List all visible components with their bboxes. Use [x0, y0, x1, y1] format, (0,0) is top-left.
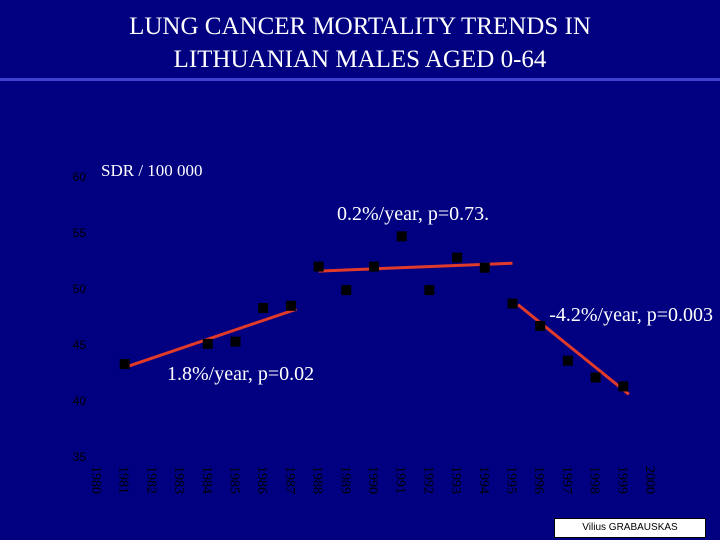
x-tick-label: 1990: [365, 466, 380, 494]
data-point: [562, 355, 573, 366]
x-tick-label: 1987: [282, 466, 297, 494]
x-tick-label: 1998: [587, 466, 602, 494]
x-tick-label: 1980: [88, 466, 103, 494]
y-tick-label: 40: [73, 394, 87, 408]
x-tick-label: 1993: [448, 466, 463, 494]
data-point: [313, 261, 324, 272]
y-axis-label: SDR / 100 000: [101, 161, 203, 180]
y-tick-label: 35: [73, 450, 87, 464]
x-tick-label: 1986: [254, 466, 269, 494]
x-tick-label: 1985: [227, 466, 242, 494]
data-point: [230, 336, 241, 347]
data-point: [479, 262, 490, 273]
data-point: [258, 303, 269, 314]
data-point: [119, 359, 130, 370]
x-tick-label: 1983: [171, 466, 186, 494]
data-point: [202, 338, 213, 349]
data-point: [590, 372, 601, 383]
y-tick-label: 50: [73, 282, 87, 296]
data-point: [341, 285, 352, 296]
data-point: [396, 231, 407, 242]
data-point: [452, 252, 463, 263]
x-tick-label: 1994: [476, 466, 491, 494]
x-tick-label: 1989: [337, 466, 352, 494]
x-tick-label: 1982: [143, 466, 158, 494]
x-tick-label: 1981: [116, 466, 131, 494]
x-tick-label: 1988: [310, 466, 325, 494]
x-tick-label: 1995: [504, 466, 519, 494]
data-point: [535, 320, 546, 331]
author-credit: Vilius GRABAUSKAS: [554, 518, 706, 538]
trend-annotation: -4.2%/year, p=0.003: [549, 304, 713, 326]
data-point: [618, 381, 629, 392]
x-tick-label: 1991: [393, 466, 408, 494]
y-tick-label: 55: [73, 226, 87, 240]
trend-line: [517, 303, 630, 396]
data-point: [369, 261, 379, 272]
x-tick-label: 1996: [531, 466, 546, 494]
x-tick-label: 2000: [642, 466, 657, 494]
x-tick-label: 1984: [199, 466, 214, 494]
x-tick-label: 1997: [559, 466, 574, 494]
y-tick-label: 45: [73, 338, 87, 352]
x-tick-label: 1992: [420, 466, 435, 494]
data-point: [285, 300, 296, 311]
title-divider: [0, 78, 720, 81]
trend-annotation: 0.2%/year, p=0.73.: [337, 203, 489, 225]
chart-title: LUNG CANCER MORTALITY TRENDS IN LITHUANI…: [129, 13, 591, 73]
y-tick-label: 60: [73, 170, 87, 184]
x-tick-label: 1999: [614, 466, 629, 494]
data-point: [424, 285, 435, 296]
trend-line: [124, 307, 297, 369]
data-point: [507, 298, 518, 309]
trend-annotation: 1.8%/year, p=0.02: [167, 363, 314, 385]
